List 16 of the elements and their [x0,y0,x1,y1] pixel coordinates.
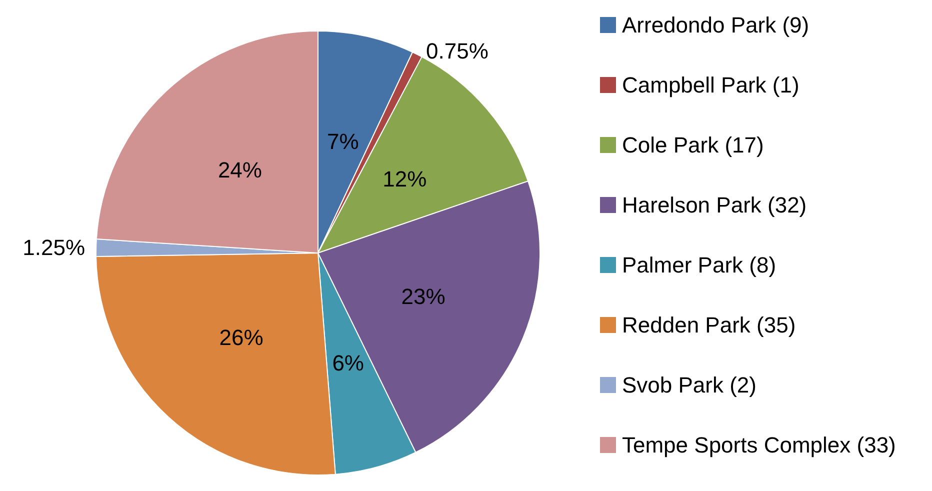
legend-label: Campbell Park (1) [622,72,800,98]
legend-label: Palmer Park (8) [622,252,776,278]
legend-label: Cole Park (17) [622,132,764,158]
legend-label: Redden Park (35) [622,312,796,338]
data-label: 0.75% [426,38,488,64]
legend-label: Harelson Park (32) [622,192,807,218]
data-label: 24% [218,157,262,182]
data-label: 26% [219,324,264,350]
data-label: 7% [326,129,359,154]
data-label: 1.25% [22,235,86,260]
data-label: 6% [332,350,364,376]
data-label: 12% [382,166,427,192]
legend-label: Svob Park (2) [622,372,756,398]
legend-label: Tempe Sports Complex (33) [622,432,896,458]
legend-label: Arredondo Park (9) [622,12,810,38]
data-label: 23% [401,284,446,310]
